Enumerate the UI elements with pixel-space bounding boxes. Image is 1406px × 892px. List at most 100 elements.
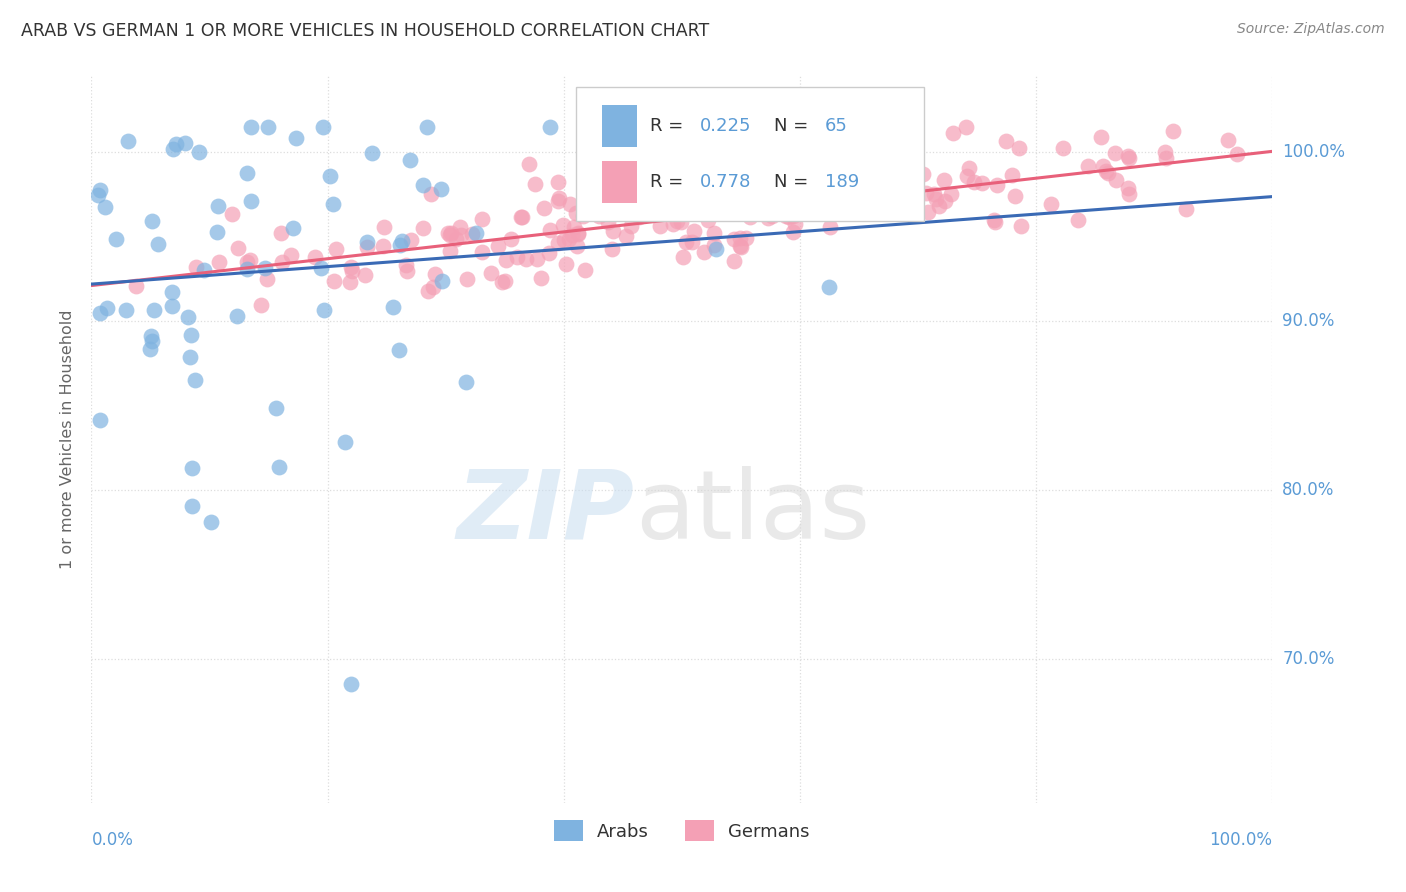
Point: [523, 178, 546, 192]
Text: 80.0%: 80.0%: [1282, 481, 1334, 499]
Point: [555, 257, 578, 271]
Point: [811, 163, 834, 178]
Point: [1008, 141, 1031, 155]
Point: [439, 244, 461, 258]
Point: [239, 253, 262, 268]
Point: [501, 231, 523, 245]
Point: [934, 194, 956, 208]
Point: [558, 197, 581, 211]
Point: [810, 186, 832, 200]
Point: [460, 227, 482, 241]
Point: [389, 238, 412, 252]
Text: 100.0%: 100.0%: [1209, 830, 1272, 848]
Point: [740, 210, 762, 224]
Point: [382, 300, 405, 314]
Point: [432, 274, 454, 288]
Point: [876, 142, 898, 156]
Text: N =: N =: [775, 117, 814, 135]
Point: [934, 172, 956, 186]
Point: [515, 252, 537, 266]
Point: [510, 210, 533, 224]
Point: [439, 227, 461, 242]
Point: [702, 227, 724, 241]
Point: [783, 181, 806, 195]
Text: ARAB VS GERMAN 1 OR MORE VEHICLES IN HOUSEHOLD CORRELATION CHART: ARAB VS GERMAN 1 OR MORE VEHICLES IN HOU…: [21, 22, 710, 40]
Point: [775, 209, 797, 223]
Point: [125, 279, 148, 293]
Point: [779, 204, 801, 219]
Point: [983, 213, 1005, 227]
Point: [648, 219, 671, 234]
Point: [1116, 149, 1139, 163]
Point: [471, 245, 494, 260]
Point: [1154, 151, 1177, 165]
Point: [179, 350, 201, 364]
Text: R =: R =: [650, 117, 689, 135]
Text: 0.778: 0.778: [700, 173, 751, 191]
Point: [416, 120, 439, 134]
Point: [1004, 188, 1026, 202]
Point: [312, 303, 335, 318]
Point: [735, 161, 758, 176]
Point: [634, 173, 657, 187]
Point: [257, 120, 280, 134]
Point: [655, 206, 678, 220]
Point: [253, 260, 276, 275]
Point: [200, 516, 222, 530]
Point: [547, 175, 569, 189]
Point: [572, 209, 595, 223]
Point: [486, 238, 509, 252]
Point: [240, 120, 263, 134]
Point: [761, 209, 783, 223]
Point: [104, 232, 127, 246]
Point: [96, 301, 118, 315]
Point: [661, 218, 683, 232]
Point: [533, 201, 555, 215]
Point: [955, 120, 977, 135]
Point: [915, 186, 938, 201]
Point: [1097, 166, 1119, 180]
Point: [1052, 141, 1074, 155]
Point: [620, 219, 643, 234]
Point: [557, 232, 579, 246]
Point: [666, 214, 689, 228]
Point: [180, 461, 202, 475]
Point: [1104, 173, 1126, 187]
Point: [270, 255, 292, 269]
Point: [325, 242, 347, 256]
Point: [418, 284, 440, 298]
Point: [565, 205, 588, 219]
Point: [142, 303, 165, 318]
Point: [578, 194, 600, 209]
Point: [1226, 147, 1249, 161]
Point: [790, 171, 813, 186]
Point: [304, 250, 326, 264]
Point: [174, 136, 197, 150]
Point: [676, 178, 699, 193]
Point: [270, 226, 292, 240]
Y-axis label: 1 or more Vehicles in Household: 1 or more Vehicles in Household: [60, 310, 76, 569]
Point: [1039, 197, 1062, 211]
Point: [1090, 130, 1112, 145]
Point: [323, 273, 346, 287]
Point: [734, 230, 756, 244]
Point: [994, 134, 1017, 148]
Point: [420, 187, 443, 202]
Text: 189: 189: [825, 173, 859, 191]
Point: [319, 169, 342, 183]
Point: [399, 233, 422, 247]
Point: [309, 261, 332, 276]
Point: [256, 272, 278, 286]
Point: [782, 210, 804, 224]
Point: [94, 200, 117, 214]
Point: [730, 240, 752, 254]
Point: [986, 178, 1008, 192]
Point: [207, 255, 229, 269]
Text: Source: ZipAtlas.com: Source: ZipAtlas.com: [1237, 22, 1385, 37]
Point: [240, 194, 263, 209]
Point: [193, 263, 215, 277]
Point: [267, 460, 290, 475]
Text: 90.0%: 90.0%: [1282, 312, 1334, 330]
Point: [925, 192, 948, 206]
Point: [751, 179, 773, 194]
